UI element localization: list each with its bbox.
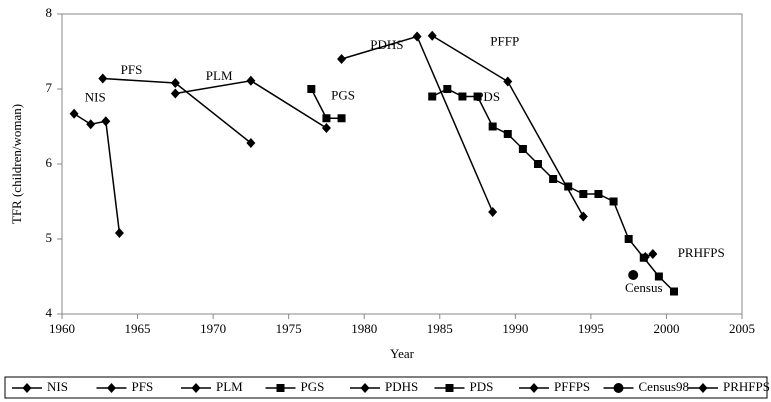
- y-tick-label: 7: [46, 80, 53, 95]
- data-point: [624, 235, 633, 243]
- legend-marker: [698, 383, 708, 393]
- data-point: [564, 182, 573, 191]
- legend-label: PLM: [216, 379, 243, 394]
- data-point: [648, 249, 658, 259]
- y-axis-label: TFR (children/woman): [9, 104, 24, 224]
- series-line: [175, 79, 327, 129]
- data-point: [170, 88, 180, 99]
- data-point: [428, 92, 437, 101]
- legend-label: PFS: [132, 379, 154, 394]
- series-line: [73, 113, 121, 234]
- x-tick-label: 2005: [729, 321, 755, 336]
- data-point: [322, 114, 331, 123]
- data-point: [246, 75, 256, 86]
- data-point: [534, 160, 542, 168]
- y-tick-label: 8: [46, 5, 53, 20]
- y-tick-label: 6: [46, 155, 53, 170]
- data-point: [307, 85, 316, 93]
- x-tick-label: 1980: [351, 321, 377, 336]
- legend-label: Census98: [639, 379, 690, 394]
- data-point: [473, 92, 482, 101]
- annotation: PDHS: [370, 37, 403, 52]
- annotation: NIS: [85, 90, 106, 105]
- legend-marker: [613, 383, 624, 393]
- annotation: PDS: [476, 89, 500, 104]
- y-tick-label: 5: [46, 230, 53, 245]
- data-point: [609, 197, 618, 206]
- data-point: [170, 78, 180, 88]
- annotation: PGS: [331, 87, 355, 102]
- annotation: PFFP: [490, 33, 519, 48]
- plot-area: [61, 13, 743, 315]
- data-point: [321, 123, 331, 133]
- x-tick-label: 2000: [653, 321, 679, 336]
- annotation: PRHFPS: [678, 245, 725, 260]
- x-tick-label: 1990: [502, 321, 528, 336]
- data-point: [412, 31, 422, 42]
- data-point: [101, 116, 111, 127]
- legend-label: PGS: [301, 379, 325, 394]
- data-point: [640, 252, 650, 262]
- legend-label: PFFPS: [554, 379, 590, 394]
- x-tick-label: 1960: [49, 321, 75, 336]
- x-tick-label: 1970: [200, 321, 226, 336]
- x-tick-label: 1965: [125, 321, 151, 336]
- data-point: [594, 190, 603, 198]
- data-point: [86, 119, 96, 130]
- data-point: [503, 76, 513, 87]
- y-tick-label: 4: [46, 305, 53, 320]
- data-point: [488, 207, 498, 217]
- legend-marker: [529, 383, 539, 393]
- series-line: [102, 77, 252, 144]
- x-tick-label: 1985: [427, 321, 453, 336]
- series-line: [341, 35, 494, 213]
- data-point: [427, 30, 437, 41]
- legend-label: PDS: [470, 379, 494, 394]
- legend-label: PRHFPS: [723, 379, 770, 394]
- legend-marker: [445, 384, 454, 392]
- annotation: Census: [625, 280, 663, 295]
- data-point: [337, 114, 346, 123]
- data-point: [579, 190, 588, 198]
- legend: [4, 376, 768, 399]
- data-point: [443, 85, 452, 93]
- data-point: [518, 145, 527, 153]
- annotation: PLM: [206, 68, 233, 83]
- data-point: [670, 287, 678, 296]
- legend-marker: [22, 383, 32, 393]
- data-point: [578, 211, 588, 222]
- data-point: [337, 54, 347, 64]
- data-point: [246, 138, 256, 148]
- legend-marker: [191, 383, 201, 393]
- series-line: [431, 88, 675, 293]
- data-point: [458, 92, 467, 101]
- legend-marker: [107, 383, 116, 393]
- legend-label: PDHS: [385, 379, 418, 394]
- data-point: [549, 175, 558, 183]
- x-axis-label: Year: [390, 346, 415, 361]
- data-point: [98, 73, 108, 84]
- data-point: [628, 270, 639, 280]
- legend-marker: [276, 384, 285, 392]
- annotation: PFS: [121, 62, 143, 77]
- data-point: [503, 130, 512, 138]
- legend-marker: [360, 383, 370, 393]
- data-point: [69, 108, 79, 119]
- data-point: [488, 122, 497, 131]
- legend-label: NIS: [47, 379, 68, 394]
- data-point: [114, 228, 124, 238]
- data-point: [654, 272, 663, 281]
- x-tick-label: 1975: [276, 321, 302, 336]
- x-tick-label: 1995: [578, 321, 604, 336]
